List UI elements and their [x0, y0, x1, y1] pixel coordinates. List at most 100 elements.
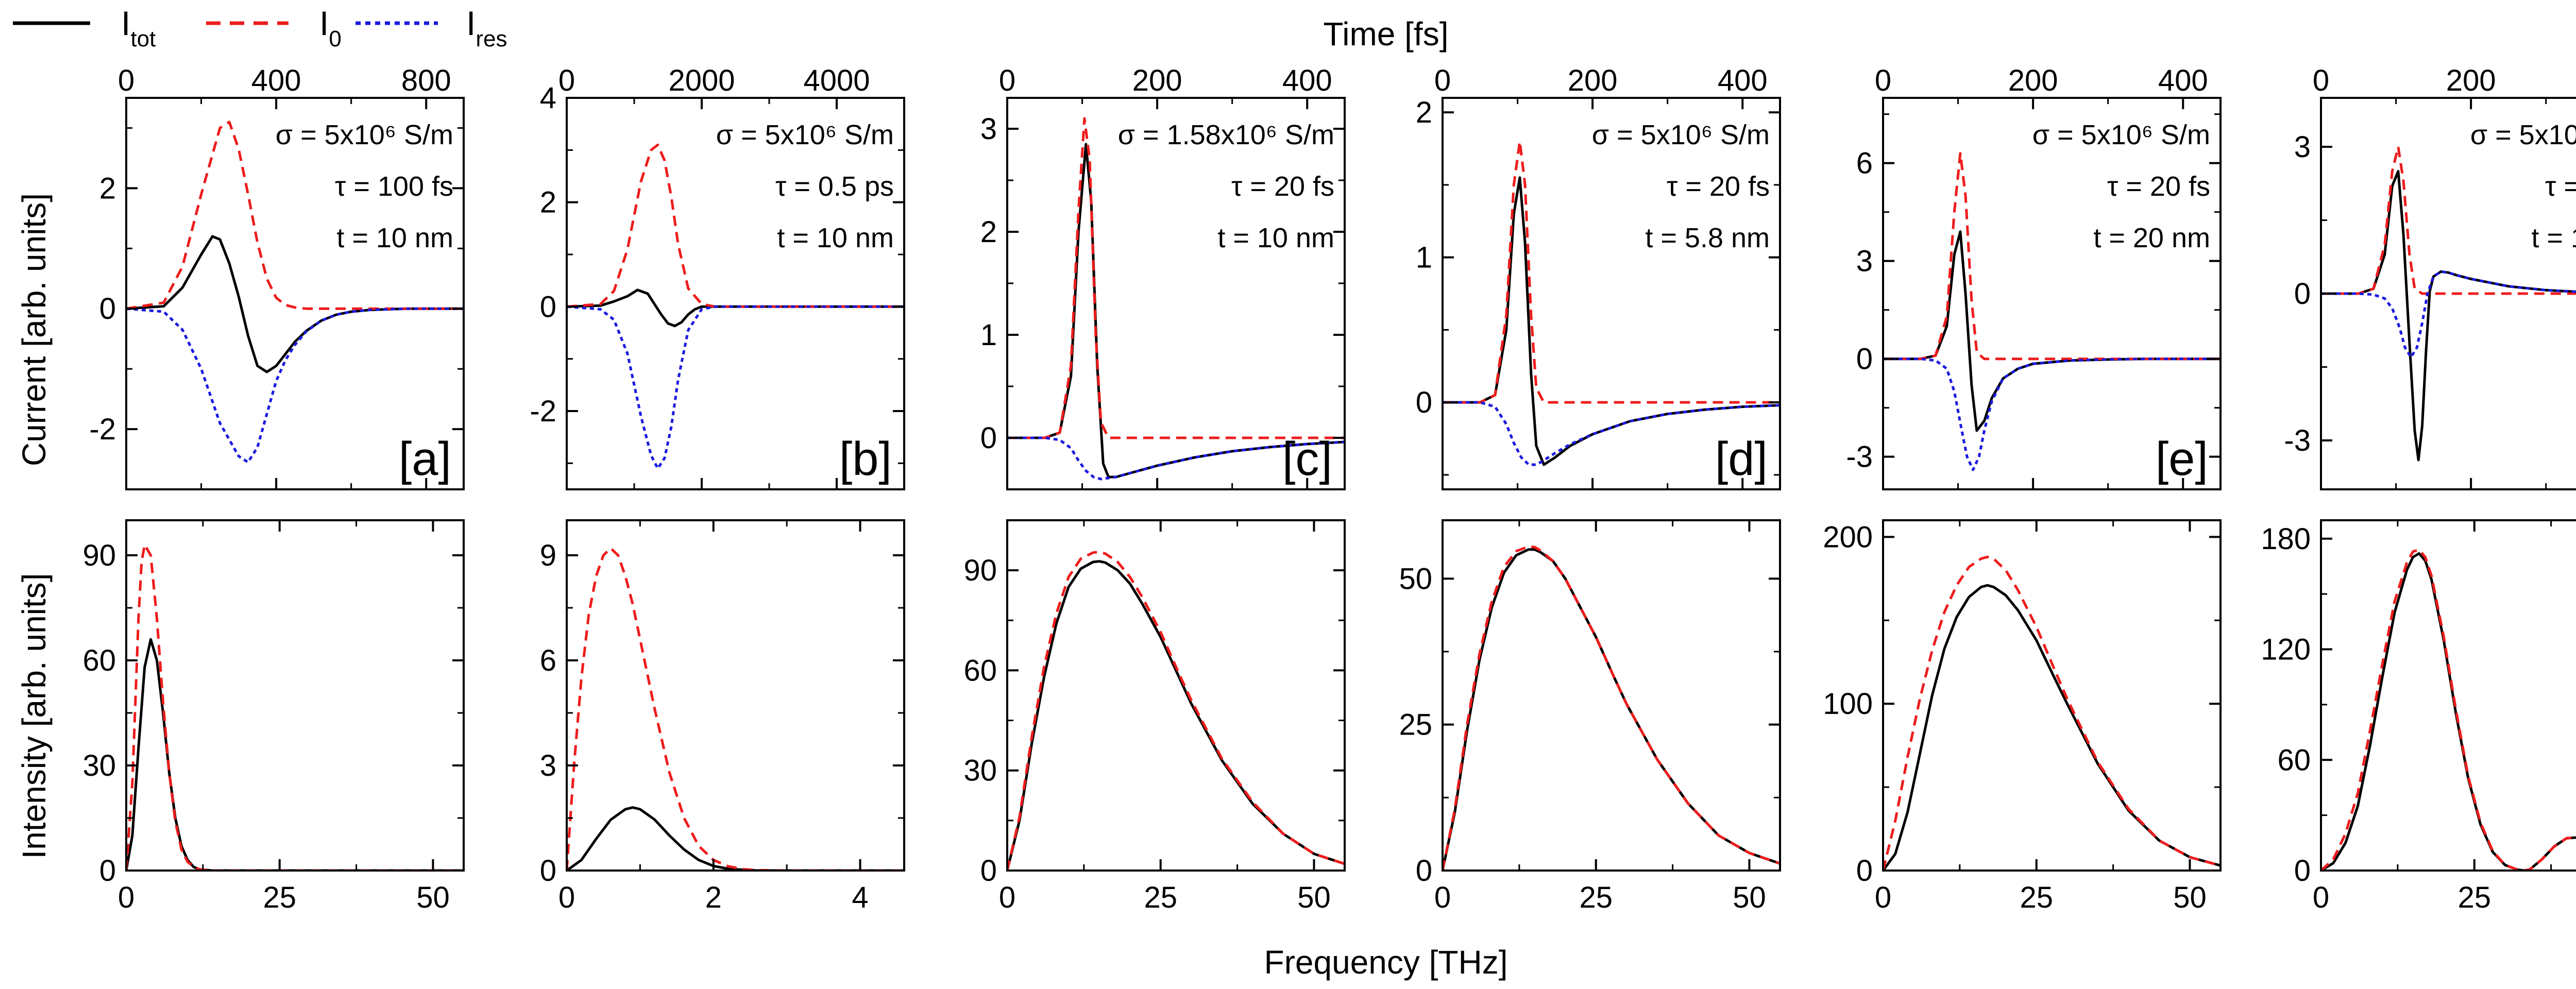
panel-f-current-series — [2321, 145, 2576, 462]
series-line-itot — [126, 235, 464, 373]
panel-f-intensity-frame — [2320, 519, 2576, 872]
y-tick-label: 2 — [99, 172, 116, 205]
series-line-itot — [567, 288, 904, 328]
y-tick-label: 0 — [1416, 386, 1432, 419]
legend-label-i0: I0 — [319, 4, 342, 52]
panel-b-current: 0 2000 4000 -2 0 2 4 σ = 5x10⁶ S/m τ = 0.5 ps t =… — [530, 64, 905, 490]
series-line-i0 — [1443, 545, 1780, 871]
panel-annotation: t = 10 nm — [1217, 223, 1334, 253]
legend-label-ires: Ires — [466, 4, 507, 52]
y-tick-label: 60 — [2277, 743, 2311, 777]
y-tick-label: 0 — [540, 290, 556, 323]
series-line-itot — [1883, 584, 2221, 871]
y-tick-label: 90 — [82, 539, 116, 572]
panel-c-current-series — [1007, 117, 1345, 481]
x-tick-label: 25 — [2458, 881, 2491, 914]
y-tick-label: -2 — [89, 413, 116, 446]
panel-label: [a] — [399, 433, 451, 485]
x-tick-label: 0 — [1434, 881, 1451, 914]
panel-b-current-series — [567, 143, 904, 470]
panel-d-intensity-frame — [1442, 519, 1781, 872]
x-tick-label: 0 — [999, 881, 1015, 914]
panel-f-intensity-series — [2321, 548, 2576, 871]
series-line-itot — [1007, 143, 1345, 479]
series-line-i0 — [567, 547, 904, 871]
panel-d-current-frame — [1442, 97, 1781, 490]
y-tick-label: 0 — [99, 854, 116, 888]
panel-b-intensity: 0 2 4 0 3 6 9 — [540, 519, 905, 914]
panel-annotation: t = 10 nm — [2531, 223, 2576, 253]
row1-ylabel: Current [arb. units] — [15, 193, 53, 466]
panel-b-intensity-series — [567, 547, 904, 871]
panel-a-current: 0 400 800 -2 0 2 σ = 5x10⁶ S/m τ = 100 fs t = 10… — [89, 64, 465, 490]
top-axis-title: Time [fs] — [1324, 15, 1449, 53]
series-line-i0 — [1443, 140, 1780, 404]
series-line-itot — [1443, 176, 1780, 466]
y-tick-label: 0 — [2294, 277, 2311, 311]
y-tick-label: -2 — [530, 395, 556, 428]
panel-annotation: σ = 5x10⁶ S/m — [2470, 120, 2576, 150]
panel-a-current-frame — [125, 97, 465, 490]
panel-e-current-frame — [1882, 97, 2222, 490]
panel-label: [c] — [1282, 433, 1332, 485]
x-tick-label: 200 — [2008, 64, 2058, 97]
x-tick-label: 0 — [1434, 64, 1451, 97]
x-tick-label: 400 — [2158, 64, 2208, 97]
legend-label-itot: Itot — [121, 4, 156, 52]
legend: Itot I0 Ires — [13, 4, 507, 52]
y-tick-label: 2 — [1416, 96, 1432, 129]
panel-annotation: t = 20 nm — [2093, 223, 2210, 253]
y-tick-label: 6 — [540, 644, 556, 677]
x-tick-label: 0 — [558, 881, 575, 914]
series-line-itot — [567, 806, 904, 871]
x-tick-label: 0 — [2313, 64, 2329, 97]
row2-ylabel: Intensity [arb. units] — [15, 573, 53, 859]
series-line-itot — [1443, 548, 1780, 871]
x-tick-label: 0 — [1875, 64, 1891, 97]
y-tick-label: 3 — [2294, 130, 2311, 164]
series-line-ires — [2321, 270, 2576, 359]
panel-annotation: t = 10 nm — [777, 223, 894, 253]
x-tick-label: 2000 — [668, 64, 735, 97]
bottom-axis-title: Frequency [THz] — [1264, 944, 1507, 981]
y-tick-label: 0 — [980, 421, 997, 455]
panel-f-intensity: 02550060120180 — [2261, 519, 2576, 914]
series-line-ires — [1007, 436, 1345, 481]
panel-c-current: 0 200 400 0 1 2 3 σ = 1.58x10⁶ S/m τ = 20 fs t = … — [980, 64, 1346, 490]
y-tick-label: 0 — [2294, 854, 2311, 888]
panel-annotation: τ = 20 fs — [2545, 171, 2576, 202]
panel-annotation: σ = 5x10⁶ S/m — [276, 120, 453, 150]
panel-e-intensity-frame — [1882, 519, 2222, 872]
y-tick-label: 0 — [99, 292, 116, 326]
x-tick-label: 0 — [118, 64, 134, 97]
x-tick-label: 0 — [999, 64, 1015, 97]
y-tick-label: 90 — [963, 554, 997, 587]
legend-entry-itot: Itot — [13, 4, 156, 52]
y-tick-label: 30 — [963, 754, 997, 788]
panel-annotation: τ = 20 fs — [2107, 171, 2210, 202]
y-tick-label: 3 — [1856, 245, 1873, 278]
panel-annotation: σ = 5x10⁶ S/m — [2032, 120, 2210, 150]
x-tick-label: 800 — [401, 64, 451, 97]
y-tick-label: 2 — [980, 215, 997, 249]
panel-d-current: 0 200 400 0 1 2 σ = 5x10⁶ S/m τ = 20 fs t = 5.8 … — [1416, 64, 1781, 490]
y-tick-label: 0 — [1416, 854, 1432, 888]
x-tick-label: 200 — [1132, 64, 1182, 97]
x-tick-label: 400 — [251, 64, 301, 97]
panel-e-intensity-series — [1883, 555, 2221, 871]
panel-e-intensity: 0 25 50 0 100 200 — [1823, 519, 2222, 914]
x-tick-label: 0 — [558, 64, 575, 97]
series-line-ires — [567, 305, 904, 470]
x-tick-label: 2 — [705, 881, 722, 914]
panel-d-current-series — [1443, 140, 1780, 466]
panel-label: [d] — [1715, 433, 1768, 485]
y-tick-label: 60 — [963, 654, 997, 687]
panel-annotation: σ = 5x10⁶ S/m — [716, 120, 894, 150]
series-line-i0 — [1883, 555, 2221, 871]
y-tick-label: 25 — [1399, 708, 1432, 742]
panel-d-intensity-series — [1443, 545, 1780, 871]
panel-c-intensity-frame — [1006, 519, 1346, 872]
series-line-i0 — [126, 121, 464, 310]
